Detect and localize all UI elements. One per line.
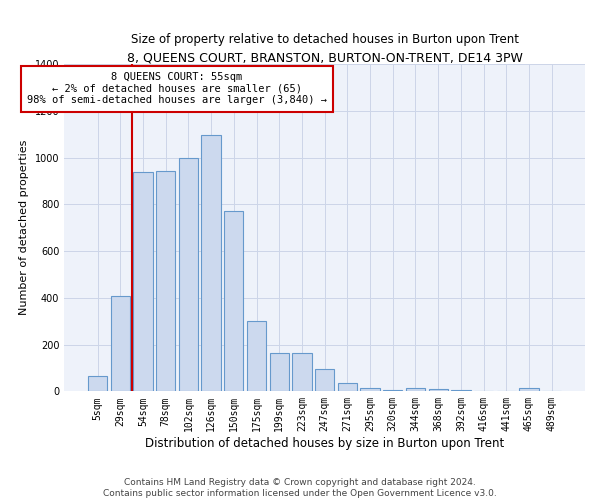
Bar: [179, 158, 198, 392]
Bar: [383, 390, 403, 392]
Bar: [520, 388, 539, 392]
Bar: [361, 388, 380, 392]
Bar: [133, 172, 152, 392]
Text: Size of property relative to detached houses in Burton upon Trent: Size of property relative to detached ho…: [131, 33, 518, 46]
X-axis label: Distribution of detached houses by size in Burton upon Trent: Distribution of detached houses by size …: [145, 437, 504, 450]
Bar: [428, 389, 448, 392]
Bar: [451, 390, 470, 392]
Bar: [247, 321, 266, 392]
Bar: [224, 212, 244, 392]
Text: 8 QUEENS COURT: 55sqm
← 2% of detached houses are smaller (65)
98% of semi-detac: 8 QUEENS COURT: 55sqm ← 2% of detached h…: [27, 72, 327, 106]
Y-axis label: Number of detached properties: Number of detached properties: [19, 140, 29, 316]
Title: 8, QUEENS COURT, BRANSTON, BURTON-ON-TRENT, DE14 3PW: 8, QUEENS COURT, BRANSTON, BURTON-ON-TRE…: [127, 51, 523, 64]
Bar: [110, 296, 130, 392]
Bar: [315, 369, 334, 392]
Bar: [269, 353, 289, 392]
Bar: [156, 170, 175, 392]
Bar: [88, 376, 107, 392]
Bar: [292, 353, 311, 392]
Bar: [202, 136, 221, 392]
Bar: [338, 383, 357, 392]
Text: Contains HM Land Registry data © Crown copyright and database right 2024.
Contai: Contains HM Land Registry data © Crown c…: [103, 478, 497, 498]
Bar: [406, 388, 425, 392]
